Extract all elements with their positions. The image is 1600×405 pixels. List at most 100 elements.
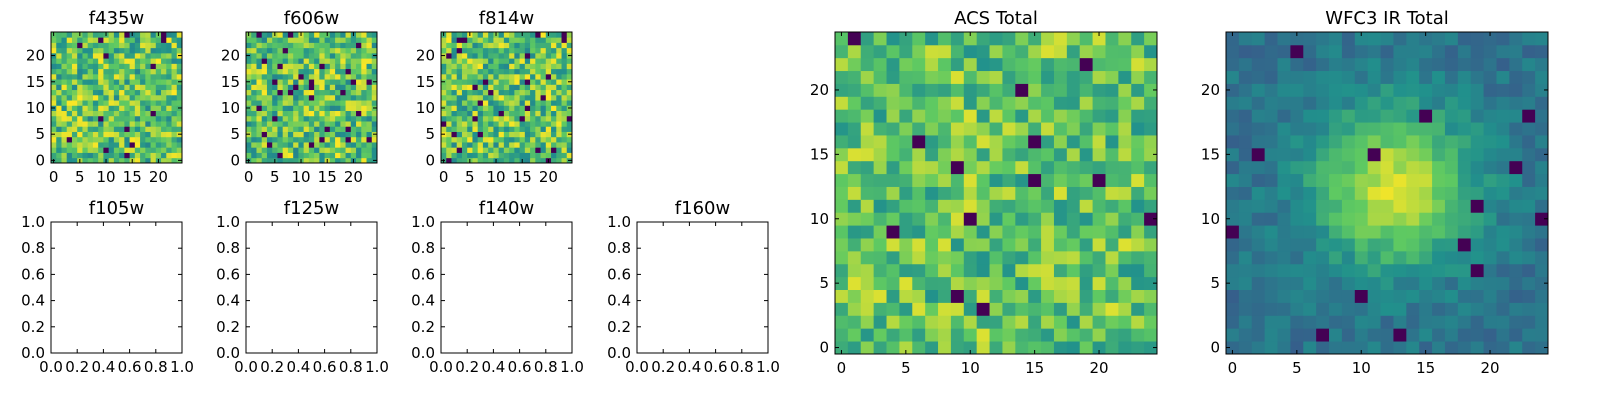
- heatmap-cell: [545, 131, 552, 138]
- heatmap-cell: [1015, 44, 1029, 59]
- heatmap-cell: [319, 121, 325, 127]
- heatmap-cell: [1028, 135, 1042, 149]
- heatmap-cell: [1251, 135, 1266, 149]
- heatmap-cell: [166, 126, 172, 132]
- y-tick-label: 15: [810, 145, 829, 163]
- heatmap-cell: [145, 73, 151, 80]
- heatmap-cell: [1303, 122, 1317, 136]
- heatmap-cell: [488, 105, 494, 111]
- heatmap-cell: [912, 109, 926, 123]
- heatmap-cell: [530, 131, 536, 138]
- heatmap-cell: [256, 94, 263, 101]
- heatmap-cell: [82, 84, 89, 91]
- heatmap-cell: [509, 131, 515, 138]
- heatmap-cell: [912, 135, 926, 149]
- heatmap-cell: [1290, 328, 1304, 342]
- heatmap-cell: [129, 152, 136, 159]
- heatmap-cell: [366, 32, 373, 38]
- heatmap-cell: [886, 122, 900, 136]
- heatmap-cell: [103, 147, 110, 153]
- heatmap-cell: [150, 73, 157, 80]
- heatmap-cell: [1470, 328, 1484, 342]
- heatmap-cell: [246, 68, 252, 75]
- heatmap-cell: [98, 63, 104, 70]
- heatmap-cell: [145, 110, 151, 117]
- heatmap-cell: [561, 84, 568, 91]
- heatmap-cell: [1419, 263, 1433, 278]
- heatmap-cell: [356, 32, 362, 38]
- heatmap-cell: [1367, 186, 1381, 200]
- heatmap-cell: [472, 32, 479, 38]
- heatmap-cell: [1393, 263, 1407, 278]
- heatmap-cell: [976, 276, 990, 290]
- heatmap-cell: [266, 115, 273, 122]
- heatmap-cell: [1131, 263, 1145, 278]
- heatmap-cell: [873, 186, 887, 200]
- heatmap-cell: [1457, 70, 1472, 84]
- heatmap-cell: [472, 136, 479, 143]
- heatmap-cell: [1264, 302, 1278, 316]
- heatmap-cell: [925, 135, 939, 149]
- heatmap-cell: [456, 152, 463, 159]
- heatmap-cell: [66, 89, 73, 96]
- heatmap-cell: [113, 121, 120, 127]
- heatmap-cell: [1367, 341, 1381, 355]
- heatmap-cell: [1406, 135, 1420, 149]
- heatmap-cell: [335, 157, 341, 164]
- heatmap-cell: [329, 84, 336, 91]
- heatmap-cell: [1341, 328, 1356, 342]
- heatmap-cell: [1053, 160, 1068, 175]
- heatmap-cell: [1251, 32, 1266, 46]
- heatmap-cell: [1303, 199, 1317, 213]
- heatmap-cell: [509, 100, 515, 106]
- heatmap-cell: [150, 126, 157, 132]
- heatmap-cell: [134, 32, 141, 38]
- heatmap-cell: [1118, 199, 1132, 213]
- heatmap-cell: [976, 83, 990, 97]
- heatmap-cell: [51, 63, 57, 70]
- heatmap-cell: [1028, 263, 1042, 278]
- heatmap-cell: [319, 110, 325, 117]
- heatmap-cell: [303, 47, 310, 54]
- heatmap-cell: [899, 225, 913, 239]
- heatmap-cell: [467, 47, 473, 54]
- heatmap-cell: [835, 44, 849, 59]
- heatmap-cell: [1079, 199, 1093, 213]
- heatmap-cell: [256, 79, 263, 85]
- heatmap-cell: [1380, 32, 1394, 46]
- heatmap-cell: [1457, 186, 1472, 200]
- heatmap-cell: [498, 79, 505, 85]
- heatmap-cell: [488, 94, 494, 101]
- heatmap-cell: [1277, 70, 1291, 84]
- heatmap-cell: [166, 115, 172, 122]
- x-tick-label: 0.6: [704, 358, 728, 376]
- heatmap-cell: [1509, 250, 1523, 265]
- heatmap-cell: [287, 147, 294, 153]
- heatmap-cell: [1393, 83, 1407, 97]
- heatmap-cell: [545, 52, 552, 59]
- heatmap-cell: [1457, 276, 1472, 290]
- heatmap-cell: [140, 42, 146, 49]
- heatmap-cell: [1432, 83, 1446, 97]
- heatmap-cell: [1393, 328, 1407, 342]
- heatmap-cell: [1144, 289, 1158, 303]
- y-tick-label: 15: [416, 73, 435, 91]
- heatmap-cell: [535, 63, 541, 70]
- heatmap-cell: [1002, 199, 1016, 213]
- heatmap-cell: [938, 341, 952, 355]
- heatmap-cell: [1496, 122, 1510, 136]
- heatmap-cell: [551, 47, 557, 54]
- heatmap-cell: [134, 42, 141, 49]
- heatmap-cell: [1444, 70, 1459, 84]
- y-tick-label: 10: [810, 210, 829, 228]
- heatmap-cell: [82, 142, 89, 148]
- heatmap-cell: [1251, 238, 1266, 252]
- heatmap-cell: [1277, 109, 1291, 123]
- heatmap-cell: [488, 110, 494, 117]
- heatmap-cell: [1131, 83, 1145, 97]
- heatmap-cell: [950, 250, 965, 265]
- heatmap-cell: [345, 89, 352, 96]
- heatmap-cell: [524, 79, 531, 85]
- heatmap-cell: [119, 105, 125, 111]
- heatmap-cell: [1251, 83, 1266, 97]
